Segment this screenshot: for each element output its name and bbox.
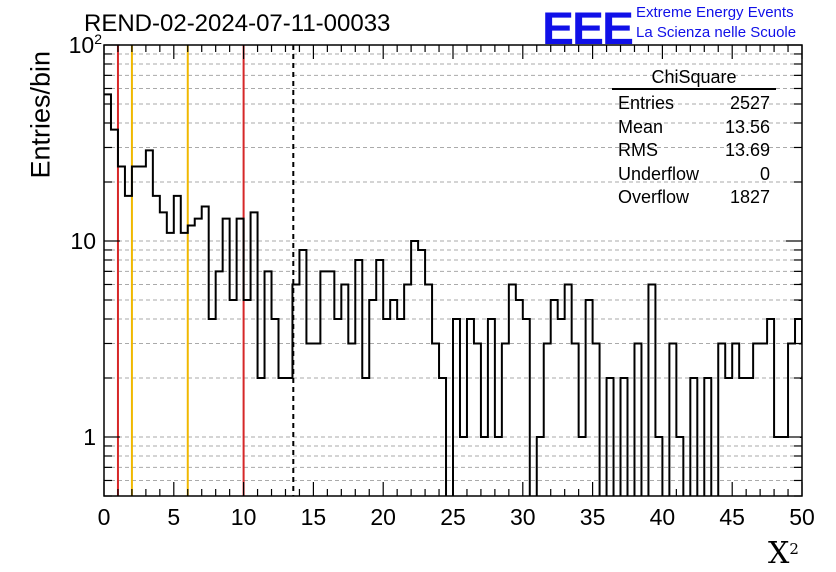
x-tick-label: 40 — [650, 504, 676, 530]
stats-label: RMS — [618, 140, 658, 160]
stats-row-underflow: Underflow 0 — [612, 163, 780, 187]
stats-value: 0 — [759, 163, 770, 184]
x-axis-label: X2 — [768, 536, 799, 571]
x-tick-label: 45 — [719, 504, 745, 530]
logo-line-1: Extreme Energy Events — [636, 4, 794, 21]
y-tick-label: 102 — [69, 31, 103, 58]
x-tick-label: 30 — [510, 504, 536, 530]
histogram-series — [104, 93, 802, 496]
stats-label: Overflow — [618, 187, 690, 207]
stats-label: Mean — [618, 116, 664, 137]
stats-box: ChiSquare Entries 2527 Mean 13.56 RMS 13.69 Un… — [612, 66, 780, 210]
stats-value: 13.56 — [724, 116, 770, 137]
x-tick-label: 50 — [789, 504, 815, 530]
x-axis-label-text: X — [768, 536, 790, 571]
stats-row-entries: Entries 2527 — [612, 92, 780, 116]
y-tick-label: 10 — [70, 228, 96, 254]
y-tick-label: 1 — [83, 424, 96, 450]
chart-title: REND-02-2024-07-11-00033 — [84, 10, 391, 37]
x-tick-label: 0 — [98, 504, 111, 530]
stats-label: Underflow — [618, 163, 700, 184]
stats-value: 2527 — [729, 93, 770, 113]
stats-rows: Entries 2527 Mean 13.56 RMS 13.69 Underflow 0 Ov… — [612, 92, 780, 210]
stats-row-overflow: Overflow 1827 — [612, 186, 780, 210]
x-tick-label: 35 — [580, 504, 606, 530]
stats-row-rms: RMS 13.69 — [612, 139, 780, 163]
eee-logo: EEE — [542, 4, 634, 55]
x-tick-label: 10 — [231, 504, 257, 530]
stats-label: Entries — [618, 93, 675, 113]
stats-value: 13.69 — [724, 140, 770, 160]
stats-title: ChiSquare — [612, 66, 776, 90]
logo-line-2: La Scienza nelle Scuole — [636, 24, 797, 41]
x-tick-label: 25 — [440, 504, 466, 530]
stats-value: 1827 — [729, 187, 770, 207]
x-tick-label: 5 — [167, 504, 180, 530]
x-tick-label: 20 — [370, 504, 396, 530]
stats-row-mean: Mean 13.56 — [612, 116, 780, 140]
x-axis-label-sup: 2 — [789, 540, 799, 558]
x-tick-label: 15 — [301, 504, 327, 530]
